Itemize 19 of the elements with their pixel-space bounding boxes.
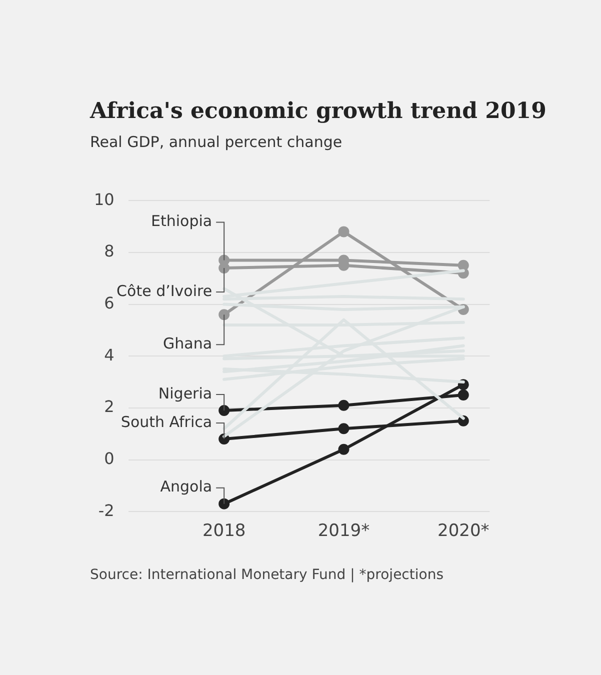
y-tick-label: 6 xyxy=(104,293,114,312)
y-tick-label: 2 xyxy=(104,397,114,416)
x-tick-label: 2019* xyxy=(318,521,370,542)
chart-title: Africa's economic growth trend 2019 xyxy=(90,98,546,124)
series-label: Angola xyxy=(160,478,212,496)
series-label: South Africa xyxy=(120,412,212,431)
y-tick-label: 4 xyxy=(104,345,114,364)
y-tick-label: 8 xyxy=(104,242,114,261)
y-tick-label: 10 xyxy=(94,190,114,209)
series-label: Côte d’Ivoire xyxy=(116,282,212,300)
series-label: Ghana xyxy=(163,334,212,353)
series-label: Ethiopia xyxy=(150,212,212,230)
source-note: Source: International Monetary Fund | *projections xyxy=(90,567,444,583)
y-tick-label: -2 xyxy=(98,500,114,520)
y-tick-label: 0 xyxy=(104,448,114,468)
x-tick-label: 2020* xyxy=(438,521,490,542)
series-label: Nigeria xyxy=(158,384,212,402)
x-tick-label: 2018 xyxy=(202,521,246,542)
chart-subtitle: Real GDP, annual percent change xyxy=(90,133,342,151)
